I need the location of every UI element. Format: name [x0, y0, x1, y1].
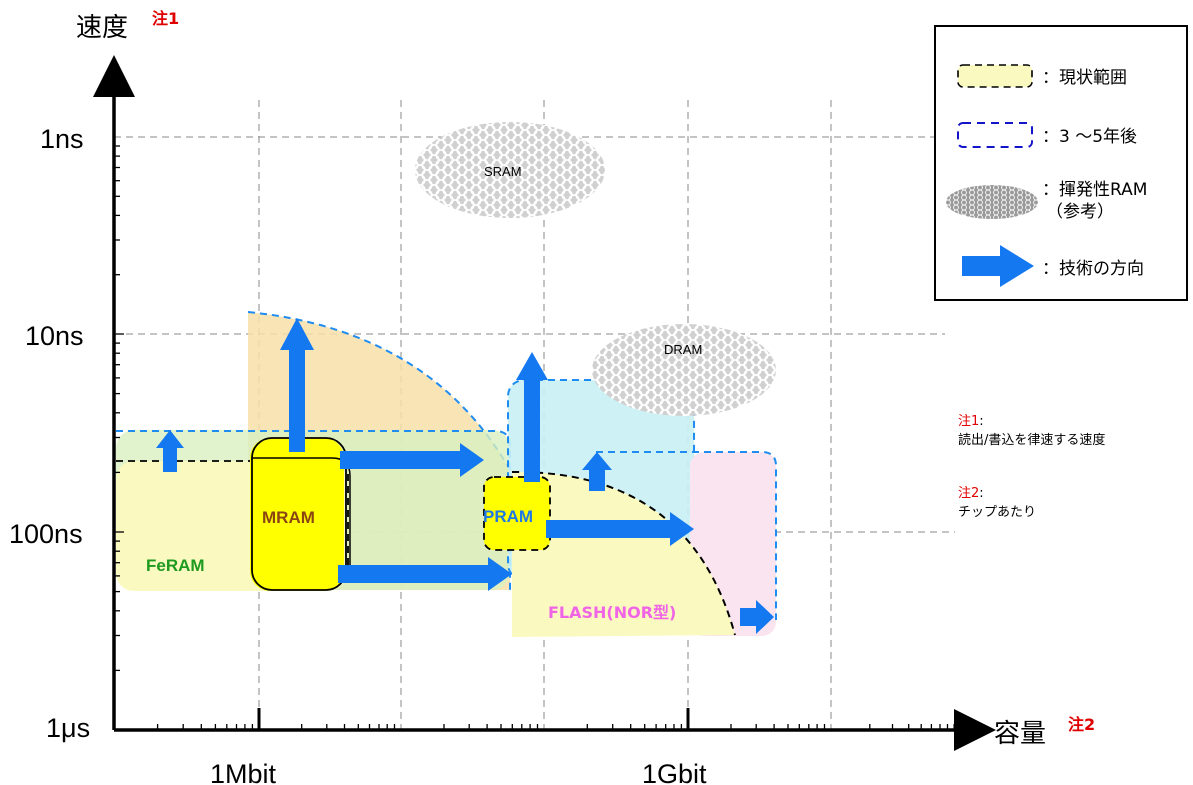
legend-direction-text: ：技術の方向 [1042, 259, 1144, 279]
x-minor-ticks [156, 724, 955, 730]
arrow-pram-up [516, 352, 548, 482]
x-tick-1mbit: 1Mbit [210, 759, 277, 785]
arrow-feram-up [156, 430, 184, 472]
pram-current-region [483, 476, 551, 551]
legend-future-swatch [957, 122, 1033, 148]
legend-volatile-text-1: ：揮発性RAM [1042, 180, 1147, 200]
legend-direction-arrow [962, 245, 1034, 287]
y-axis-title: 速度 [76, 12, 128, 42]
note2-text: チップあたり [958, 505, 1036, 520]
dram-ellipse [592, 324, 776, 416]
y-axis-note: 注1 [152, 9, 179, 28]
arrow-flash-right [740, 600, 774, 634]
legend-volatile-swatch [946, 185, 1038, 219]
mram-label: MRAM [262, 508, 315, 527]
flash-current-outline [511, 470, 736, 636]
direction-arrows [156, 318, 774, 634]
note2-label: 注2: [958, 486, 984, 501]
sram-ellipse [415, 122, 605, 218]
x-axis-note: 注2 [1068, 715, 1095, 734]
arrow-flash-up [582, 452, 612, 491]
legend-current-text: ：現状範囲 [1042, 68, 1127, 88]
flash-current-region [512, 471, 735, 637]
arrow-mram-up [280, 318, 314, 452]
mram-current-region [250, 438, 344, 591]
y-tick-10ns: 10ns [25, 321, 84, 351]
feram-label: FeRAM [146, 556, 205, 575]
note1-text: 読出/書込を律速する速度 [958, 432, 1105, 448]
sram-label: SRAM [484, 164, 522, 179]
dram-label: DRAM [664, 342, 702, 357]
x-axis-title: 容量 [994, 718, 1046, 748]
y-tick-1ns: 1ns [40, 124, 84, 154]
flash-label: FLASH(NOR型) [548, 603, 676, 622]
pram-label: PRAM [483, 507, 533, 526]
arrow-pram-right [546, 512, 694, 546]
legend: ：現状範囲 ：3 ～5年後 ：揮発性RAM （参考） ：技術の方向 [934, 25, 1188, 301]
notes: 注1: 読出/書込を律速する速度 注2: チップあたり [958, 414, 1105, 520]
x-tick-1gbit: 1Gbit [642, 759, 707, 785]
legend-current-swatch [957, 64, 1033, 88]
arrow-mram-right-top [340, 443, 484, 477]
legend-volatile-text-2: （参考） [1046, 202, 1114, 222]
legend-future-text: ：3 ～5年後 [1042, 127, 1137, 147]
y-tick-1us: 1μs [46, 713, 90, 743]
arrow-mram-right-bottom [338, 557, 512, 591]
note1-label: 注1: [958, 414, 984, 429]
y-tick-100ns: 100ns [9, 519, 83, 549]
y-minor-ticks [114, 145, 124, 731]
